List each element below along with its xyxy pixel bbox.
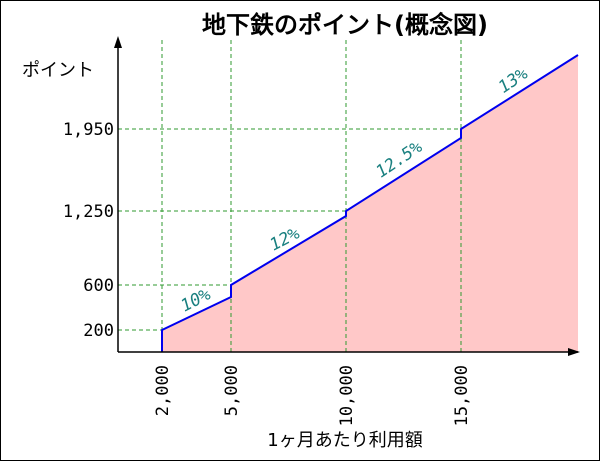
y-tick-label: 1,950 xyxy=(63,120,114,140)
y-tick-label: 1,250 xyxy=(63,202,114,222)
y-axis-arrow xyxy=(114,36,122,48)
x-tick-label: 5,000 xyxy=(222,365,242,416)
x-tick-label: 2,000 xyxy=(153,365,173,416)
chart-title: 地下鉄のポイント(概念図) xyxy=(202,11,488,39)
y-axis-label: ポイント xyxy=(22,60,94,81)
x-axis-arrow xyxy=(568,348,580,356)
x-tick-label: 10,000 xyxy=(337,365,357,426)
x-tick-label: 15,000 xyxy=(452,365,472,426)
area-fill xyxy=(162,55,578,352)
y-tick-label: 600 xyxy=(83,276,114,296)
point-line xyxy=(161,54,579,352)
x-axis-label: 1ヶ月あたり利用額 xyxy=(267,430,422,451)
y-tick-label: 200 xyxy=(83,321,114,341)
